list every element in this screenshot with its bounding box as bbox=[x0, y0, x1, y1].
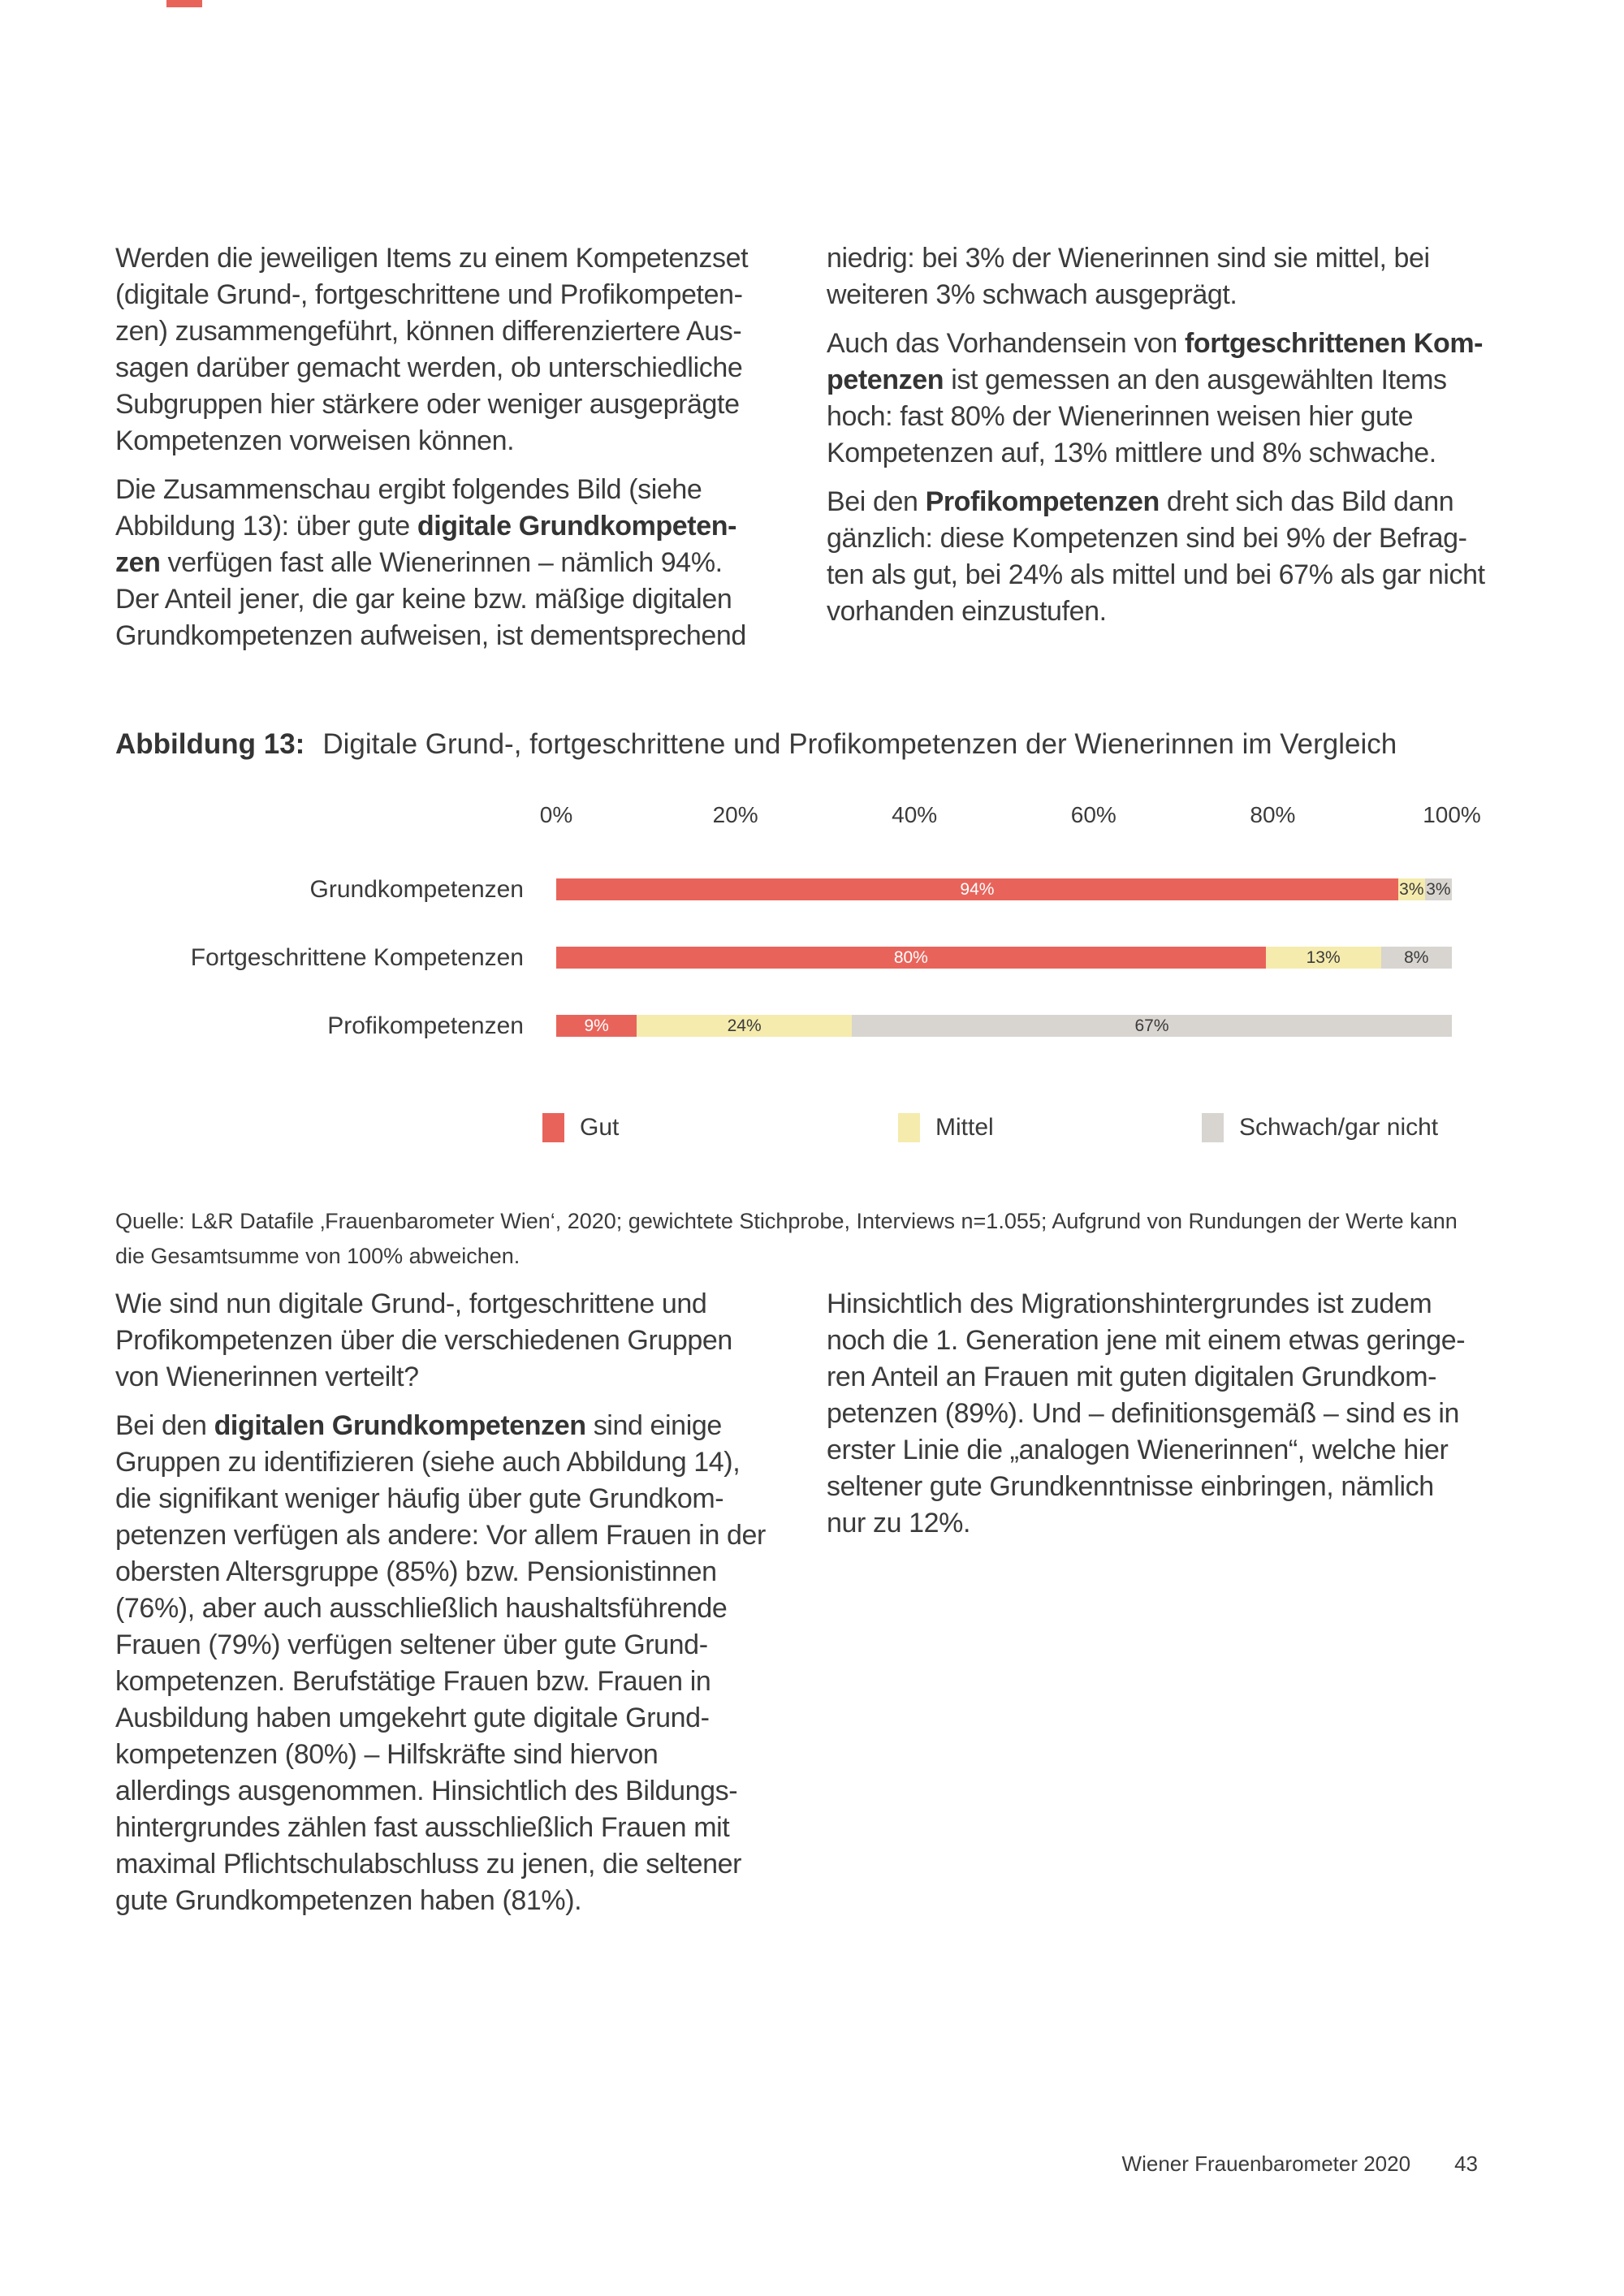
bar-segment-mittel: 3% bbox=[1397, 878, 1425, 900]
page-footer: Wiener Frauenbarometer 2020 43 bbox=[115, 2151, 1478, 2177]
page-number: 43 bbox=[1454, 2151, 1478, 2176]
bar-segment-gut: 9% bbox=[556, 1015, 637, 1037]
axis-tick: 0% bbox=[539, 802, 573, 827]
bar-segment-schwach-gar-nicht: 8% bbox=[1380, 947, 1452, 969]
intro-column-right: niedrig: bei 3% der Wienerinnen sind sie… bbox=[827, 240, 1533, 642]
category-label: Profikompetenzen bbox=[327, 1012, 524, 1039]
bar-value-label: 3% bbox=[1399, 880, 1424, 899]
footer-title: Wiener Frauenbarometer 2020 bbox=[1121, 2151, 1411, 2176]
bar-value-label: 94% bbox=[960, 880, 995, 899]
legend-swatch-schwach bbox=[1202, 1113, 1224, 1142]
bar-value-label: 24% bbox=[727, 1016, 762, 1035]
axis-tick: 60% bbox=[1070, 802, 1116, 827]
paragraph: Werden die jeweiligen Items zu einem Kom… bbox=[115, 243, 749, 456]
chart-row: Grundkompetenzen 94% 3% 3% bbox=[115, 875, 1452, 903]
bar-segment-mittel: 24% bbox=[637, 1015, 852, 1037]
legend-swatch-mittel bbox=[898, 1113, 920, 1142]
chart-legend: Gut Mittel Schwach/gar nicht bbox=[0, 1112, 1624, 1145]
legend-item-schwach: Schwach/gar nicht bbox=[1202, 1112, 1438, 1143]
bar-value-label: 80% bbox=[893, 948, 928, 967]
bar-segment-gut: 94% bbox=[556, 878, 1398, 900]
bar-segment-mittel: 13% bbox=[1265, 947, 1381, 969]
figure-source-note: Quelle: L&R Datafile ‚Frauenbarometer Wi… bbox=[115, 1209, 1458, 1268]
bar-value-label: 3% bbox=[1426, 880, 1451, 899]
category-label: Grundkompetenzen bbox=[309, 875, 525, 903]
legend-label: Mittel bbox=[935, 1114, 994, 1141]
axis-tick: 80% bbox=[1250, 802, 1296, 827]
figure-caption: Abbildung 13: Digitale Grund-, fortgeschr… bbox=[115, 728, 1512, 761]
body-column-left: Wie sind nun digitale Grund-, fortgeschr… bbox=[115, 1286, 822, 1931]
intro-column-left: Werden die jeweiligen Items zu einem Kom… bbox=[115, 240, 822, 667]
legend-swatch-gut bbox=[542, 1113, 564, 1142]
chart-rows: Grundkompetenzen 94% 3% 3% Fortgeschrittene … bbox=[115, 875, 1452, 1083]
legend-label: Gut bbox=[580, 1114, 620, 1141]
bar-value-label: 8% bbox=[1404, 948, 1429, 967]
bar-value-label: 13% bbox=[1306, 948, 1341, 967]
chart-row: Fortgeschrittene Kompetenzen 80% 13% 8% bbox=[115, 943, 1452, 971]
bar-value-label: 9% bbox=[584, 1016, 609, 1035]
axis-tick: 40% bbox=[892, 802, 938, 827]
bar-segment-schwach-gar-nicht: 67% bbox=[851, 1015, 1452, 1037]
paragraph: Auch das Vorhandensein von fortgeschritt… bbox=[827, 328, 1484, 468]
axis-tick: 20% bbox=[712, 802, 758, 827]
chart-row: Profikompetenzen 9% 24% 67% bbox=[115, 1012, 1452, 1039]
figure-caption-title: Digitale Grund-, fortgeschrittene und Pr… bbox=[322, 728, 1397, 760]
paragraph: Hinsichtlich des Migrationshintergrundes… bbox=[827, 1288, 1466, 1539]
paragraph: Die Zusammenschau ergibt folgendes Bild … bbox=[115, 474, 746, 651]
axis-tick: 100% bbox=[1423, 802, 1481, 827]
figure-caption-label: Abbildung 13: bbox=[115, 728, 305, 760]
legend-item-mittel: Mittel bbox=[898, 1112, 994, 1143]
bar-segment-schwach-gar-nicht: 3% bbox=[1424, 878, 1452, 900]
body-column-right: Hinsichtlich des Migrationshintergrundes… bbox=[827, 1286, 1533, 1554]
legend-label: Schwach/gar nicht bbox=[1239, 1114, 1439, 1141]
chart-x-axis: 0% 20% 40% 60% 80% 100% bbox=[540, 802, 1481, 831]
category-label: Fortgeschrittene Kompetenzen bbox=[190, 943, 524, 971]
paragraph: Bei den Profikompetenzen dreht sich das … bbox=[827, 486, 1485, 627]
bar-segment-gut: 80% bbox=[556, 947, 1266, 969]
paragraph: Bei den digitalen Grundkompetenzen sind … bbox=[115, 1410, 766, 1916]
red-corner-mark bbox=[166, 0, 202, 7]
paragraph: niedrig: bei 3% der Wienerinnen sind sie… bbox=[827, 243, 1430, 310]
legend-item-gut: Gut bbox=[542, 1112, 619, 1143]
bar-value-label: 67% bbox=[1134, 1016, 1169, 1035]
paragraph: Wie sind nun digitale Grund-, fortgeschr… bbox=[115, 1288, 732, 1392]
